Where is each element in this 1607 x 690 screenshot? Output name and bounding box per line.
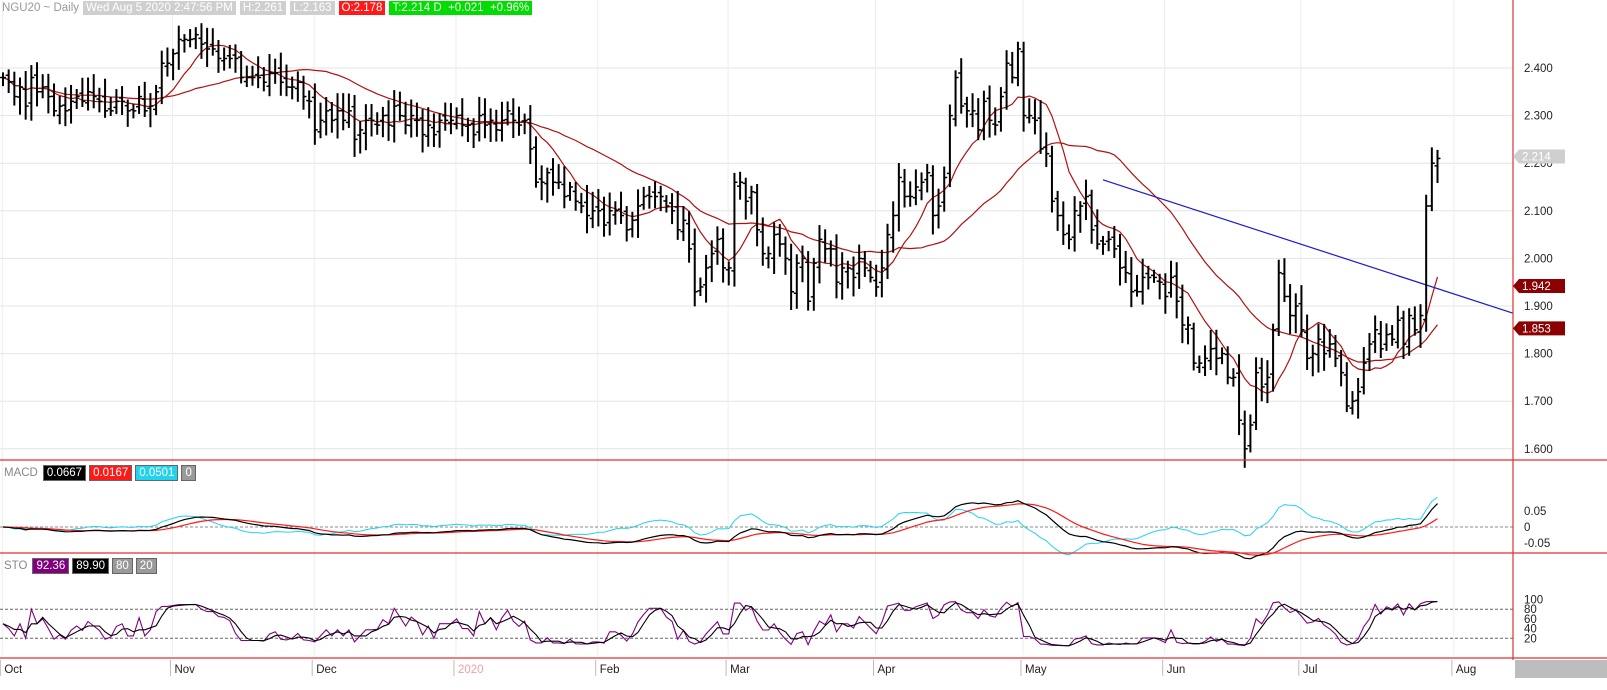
price-tick-label: 2.300 <box>1524 111 1553 123</box>
time-tick-label: Dec <box>316 664 337 676</box>
ma-tag-fast: 1.942 <box>1522 281 1551 293</box>
open-label: O:2.178 <box>338 1 386 15</box>
time-axis: Oct Nov Dec 2020 Feb Mar Apr May Jun Jul Aug <box>0 660 1476 676</box>
time-tick-label: Jun <box>1167 664 1186 676</box>
macd-legend: MACD 0.0667 0.0167 0.0501 0 <box>4 465 196 481</box>
macd-tick-label: -0.05 <box>1524 538 1550 550</box>
low-label: L:2.163 <box>290 1 335 15</box>
last-price-tag: 2.214 <box>1522 152 1551 164</box>
datetime-label: Wed Aug 5 2020 2:47:56 PM <box>83 1 236 15</box>
macd-param: 0 <box>181 465 196 481</box>
change-pct-value: +0.96% <box>489 2 530 14</box>
macd-histogram-line <box>2 496 1438 556</box>
macd-name: MACD <box>4 467 38 479</box>
price-tick-label: 1.800 <box>1524 349 1553 361</box>
last-label: T:2.214 D +0.021 +0.96% <box>389 1 533 15</box>
price-tick-label: 2.100 <box>1524 206 1553 218</box>
sto-tick-label: 60 <box>1524 614 1537 626</box>
ma-tag-fast-bg <box>1513 279 1565 294</box>
sto-legend: STO 92.36 89.90 80 20 <box>4 558 157 574</box>
trendline <box>1102 179 1514 314</box>
macd-value: 0.0667 <box>42 465 87 481</box>
sto-tick-label: 40 <box>1524 624 1537 636</box>
sto-d-value: 89.90 <box>72 558 109 574</box>
price-tick-label: 1.600 <box>1524 444 1553 456</box>
sto-tick-label: 80 <box>1524 604 1537 616</box>
macd-signal-line <box>2 503 1438 556</box>
macd-hist-value: 0.0501 <box>135 465 179 481</box>
last-price-tag-bg <box>1513 149 1565 164</box>
grid <box>0 0 1513 655</box>
scroll-corner <box>1515 660 1607 678</box>
ma-tag-slow-bg <box>1513 321 1565 336</box>
time-tick-label: Feb <box>600 664 620 676</box>
macd-tick-label: 0 <box>1524 522 1530 534</box>
sto-k-value: 92.36 <box>32 558 70 574</box>
price-tick-label: 1.700 <box>1524 396 1553 408</box>
price-axis: 2.4002.3002.2002.1002.0001.9001.8001.700… <box>1513 63 1565 645</box>
time-tick-label: May <box>1025 664 1047 676</box>
macd-signal-value: 0.0167 <box>89 465 133 481</box>
time-tick-label: 2020 <box>458 664 484 676</box>
last-value: T:2.214 D <box>392 2 442 14</box>
time-tick-label: Oct <box>4 664 23 676</box>
macd-panel <box>0 496 1513 560</box>
time-tick-label: Aug <box>1456 664 1476 676</box>
price-bars <box>0 23 1441 468</box>
time-tick-label: Nov <box>174 664 195 676</box>
high-label: H:2.261 <box>239 1 287 15</box>
time-tick-label: Apr <box>878 664 896 676</box>
sto-d-line <box>2 600 1438 647</box>
sto-panel <box>0 600 1513 647</box>
macd-tick-label: 0.05 <box>1524 506 1546 518</box>
price-tick-label: 1.900 <box>1524 301 1553 313</box>
sto-lower: 20 <box>135 558 157 574</box>
price-tick-label: 2.000 <box>1524 253 1553 265</box>
sto-upper: 80 <box>112 558 133 574</box>
sto-name: STO <box>4 560 28 572</box>
time-tick-label: Mar <box>730 664 750 676</box>
time-tick-label: Jul <box>1303 664 1318 676</box>
price-tick-label: 2.400 <box>1524 63 1553 75</box>
sto-tick-label: 20 <box>1524 633 1537 645</box>
symbol-label: NGU20 ~ Daily <box>2 2 80 14</box>
ma-slow-line <box>2 68 1438 363</box>
ma-tag-slow: 1.853 <box>1522 323 1551 335</box>
chart-header: NGU20 ~ Daily Wed Aug 5 2020 2:47:56 PM … <box>2 1 533 15</box>
sto-tick-label: 100 <box>1524 595 1543 607</box>
change-value: +0.021 <box>448 2 484 14</box>
